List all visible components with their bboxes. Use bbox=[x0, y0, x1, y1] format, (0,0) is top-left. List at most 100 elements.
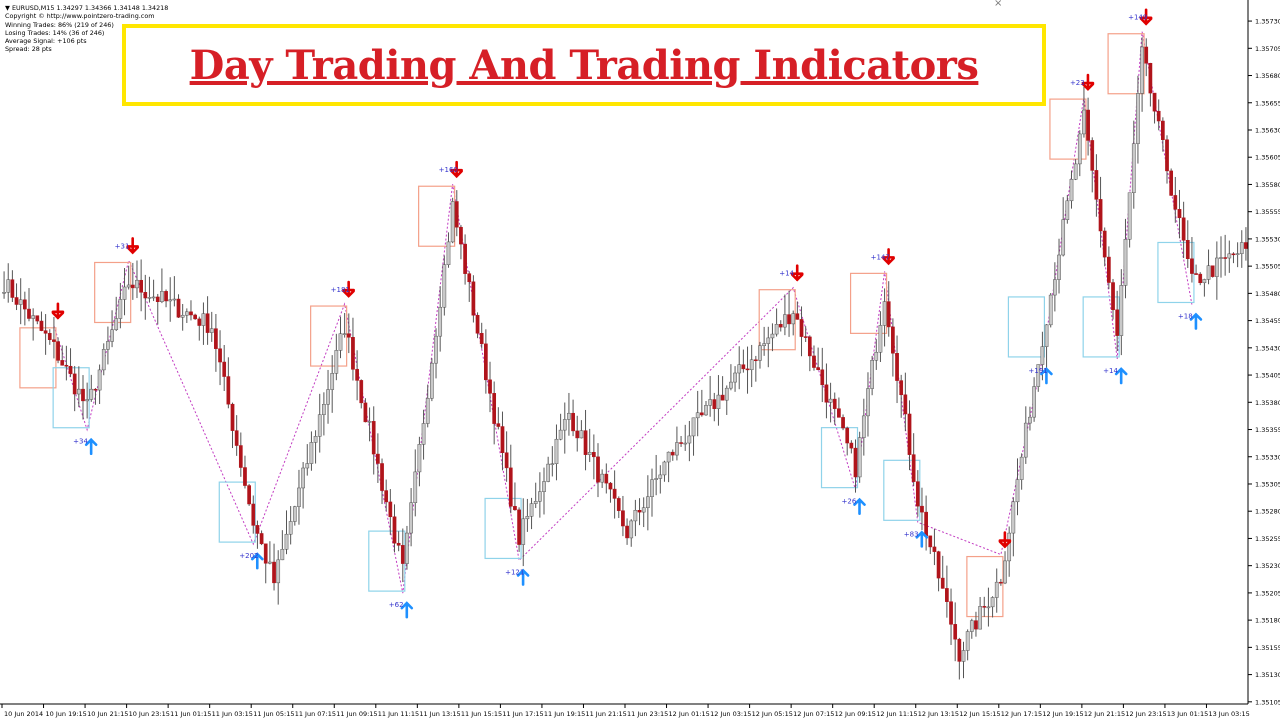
bull-candle bbox=[641, 507, 646, 513]
y-tick-label: 1.35180 bbox=[1255, 617, 1280, 625]
bull-candle bbox=[126, 284, 131, 288]
bear-candle bbox=[359, 380, 364, 404]
bear-candle bbox=[999, 581, 1003, 584]
bear-candle bbox=[778, 324, 783, 328]
bull-candle bbox=[558, 429, 563, 440]
bull-candle bbox=[1069, 179, 1074, 202]
bull-candle bbox=[89, 388, 94, 400]
signal-pips-label: +62 bbox=[389, 601, 404, 609]
bull-candle bbox=[326, 389, 330, 405]
bull-candle bbox=[342, 333, 347, 335]
buy-arrow-icon bbox=[516, 568, 530, 586]
x-tick-label: 11 Jun 15:15 bbox=[461, 710, 502, 718]
bull-candle bbox=[695, 412, 700, 419]
bear-candle bbox=[957, 638, 962, 662]
bear-candle bbox=[504, 452, 509, 469]
buy-signal-box bbox=[368, 530, 406, 592]
bull-candle bbox=[587, 452, 592, 455]
bull-candle bbox=[101, 349, 106, 371]
signal-path bbox=[53, 31, 1193, 594]
bear-candle bbox=[616, 498, 621, 511]
bull-candle bbox=[118, 299, 123, 319]
bear-candle bbox=[272, 561, 276, 584]
bull-candle bbox=[965, 631, 970, 651]
bear-candle bbox=[355, 369, 359, 381]
signal-pips-label: +26 bbox=[842, 498, 857, 506]
bear-candle bbox=[936, 551, 941, 579]
bear-candle bbox=[1094, 170, 1099, 200]
bear-candle bbox=[1152, 92, 1157, 112]
bear-candle bbox=[670, 451, 675, 456]
bear-candle bbox=[376, 453, 380, 464]
y-tick-label: 1.35130 bbox=[1255, 671, 1280, 679]
x-tick-label: 12 Jun 13:15 bbox=[918, 710, 959, 718]
bear-candle bbox=[1177, 209, 1182, 219]
bull-candle bbox=[654, 478, 658, 480]
y-tick-label: 1.35355 bbox=[1255, 426, 1280, 434]
buy-signal-box bbox=[1007, 296, 1046, 358]
bull-candle bbox=[1215, 257, 1219, 277]
bull-candle bbox=[284, 533, 289, 550]
bull-candle bbox=[525, 516, 530, 520]
bull-candle bbox=[691, 417, 696, 437]
bull-candle bbox=[430, 362, 434, 399]
close-icon[interactable]: × bbox=[994, 0, 1003, 9]
bear-candle bbox=[932, 546, 937, 552]
bull-candle bbox=[1065, 200, 1070, 220]
bull-candle bbox=[683, 442, 688, 445]
x-tick-label: 12 Jun 07:15 bbox=[793, 710, 834, 718]
y-tick-label: 1.35680 bbox=[1255, 72, 1280, 80]
bear-candle bbox=[39, 320, 44, 331]
bull-candle bbox=[85, 399, 89, 402]
bear-candle bbox=[517, 509, 521, 545]
bear-candle bbox=[1086, 109, 1090, 141]
signal-box-layer bbox=[19, 33, 1195, 618]
buy-arrow-icon bbox=[250, 552, 264, 570]
bull-candle bbox=[666, 451, 671, 463]
signal-pips-label: +14 bbox=[779, 270, 794, 278]
bear-candle bbox=[753, 359, 758, 362]
bull-candle bbox=[338, 333, 343, 351]
bull-candle bbox=[110, 329, 114, 342]
bear-candle bbox=[1165, 139, 1169, 172]
bull-candle bbox=[1007, 532, 1012, 562]
bear-candle bbox=[396, 542, 401, 546]
bull-candle bbox=[201, 313, 206, 326]
bull-candle bbox=[209, 328, 214, 333]
bear-candle bbox=[953, 624, 958, 640]
bear-candle bbox=[496, 423, 501, 427]
bull-candle bbox=[1036, 364, 1041, 387]
bear-candle bbox=[52, 339, 56, 342]
bull-candle bbox=[409, 502, 413, 534]
bull-candle bbox=[330, 373, 335, 390]
x-tick-label: 11 Jun 01:15 bbox=[170, 710, 211, 718]
bull-candle bbox=[1032, 386, 1036, 418]
bull-candle bbox=[878, 325, 883, 353]
bear-candle bbox=[911, 454, 916, 482]
sell-arrow-icon bbox=[790, 264, 804, 282]
bull-candle bbox=[184, 311, 189, 316]
bear-candle bbox=[1115, 309, 1120, 336]
bull-candle bbox=[1011, 501, 1016, 534]
bear-candle bbox=[205, 313, 210, 333]
bull-candle bbox=[774, 324, 779, 335]
bear-candle bbox=[849, 442, 854, 449]
bear-candle bbox=[218, 348, 222, 363]
bear-candle bbox=[508, 467, 513, 507]
bull-candle bbox=[766, 337, 771, 344]
x-tick-label: 11 Jun 21:15 bbox=[585, 710, 626, 718]
bear-candle bbox=[176, 298, 181, 318]
bull-candle bbox=[542, 481, 546, 492]
bull-candle bbox=[180, 314, 185, 318]
bear-candle bbox=[10, 279, 15, 298]
sell-signal-box bbox=[966, 555, 1004, 618]
x-tick-label: 13 Jun 01:15 bbox=[1167, 710, 1208, 718]
x-tick-label: 11 Jun 13:15 bbox=[419, 710, 460, 718]
bull-candle bbox=[135, 279, 139, 289]
bull-candle bbox=[1048, 294, 1053, 326]
buy-arrow-icon bbox=[1189, 312, 1203, 330]
y-tick-label: 1.35555 bbox=[1255, 208, 1280, 216]
bull-candle bbox=[322, 404, 326, 415]
bear-candle bbox=[392, 516, 397, 544]
